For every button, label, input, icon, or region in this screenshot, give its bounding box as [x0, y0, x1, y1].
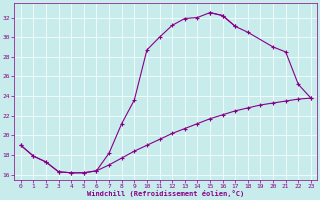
X-axis label: Windchill (Refroidissement éolien,°C): Windchill (Refroidissement éolien,°C): [87, 190, 244, 197]
